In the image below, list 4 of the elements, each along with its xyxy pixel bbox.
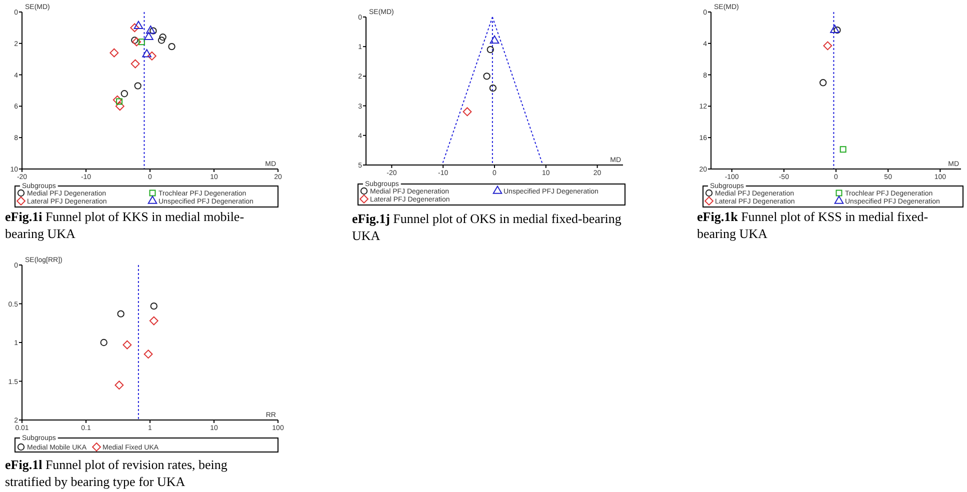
text: eFig.1k Funnel plot of KSS in medial fixed-bearing UKA — [697, 209, 928, 241]
text: eFig.1i Funnel plot of KKS in medial mobile-bearing UKA — [5, 209, 244, 241]
text: eFig.1j Funnel plot of OKS in medial fixed-bearing UKA — [352, 211, 622, 243]
text: eFig.1l Funnel plot of revision rates, being stratified by bearing type for UKA — [5, 457, 228, 489]
